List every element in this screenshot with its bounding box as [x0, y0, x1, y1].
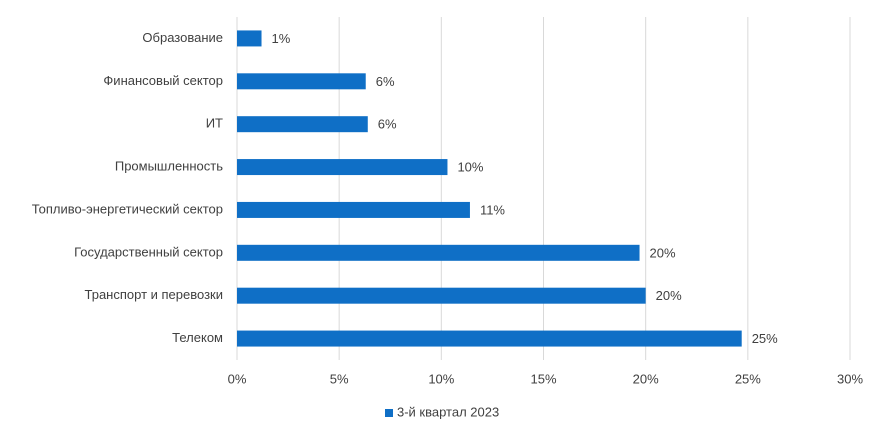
x-tick-label: 15% [530, 371, 556, 386]
legend-label: 3-й квартал 2023 [397, 404, 499, 419]
y-tick-label: Финансовый сектор [103, 73, 223, 88]
y-tick-label: Образование [142, 30, 223, 45]
bar [237, 30, 262, 47]
bar [237, 159, 448, 176]
bar [237, 330, 742, 347]
y-tick-label: Транспорт и перевозки [85, 287, 224, 302]
bar [237, 116, 368, 133]
x-tick-label: 25% [735, 371, 761, 386]
bar [237, 287, 646, 304]
legend-swatch [385, 409, 393, 417]
x-tick-label: 30% [837, 371, 863, 386]
data-label: 1% [272, 31, 291, 46]
bar [237, 244, 640, 261]
bar [237, 73, 366, 90]
data-label: 20% [650, 245, 676, 260]
y-tick-label: Промышленность [115, 159, 223, 174]
data-label: 20% [656, 288, 682, 303]
y-tick-label: Телеком [172, 330, 223, 345]
data-label: 10% [457, 160, 483, 175]
y-tick-label: ИТ [206, 116, 223, 131]
data-label: 25% [752, 331, 778, 346]
data-label: 6% [376, 74, 395, 89]
x-tick-label: 5% [330, 371, 349, 386]
data-label: 11% [480, 202, 505, 217]
y-tick-label: Государственный сектор [74, 244, 223, 259]
x-tick-label: 20% [633, 371, 659, 386]
bar [237, 201, 470, 218]
data-label: 6% [378, 117, 397, 132]
y-tick-label: Топливо-энергетический сектор [32, 201, 223, 216]
x-tick-label: 0% [228, 371, 247, 386]
x-tick-label: 10% [428, 371, 454, 386]
